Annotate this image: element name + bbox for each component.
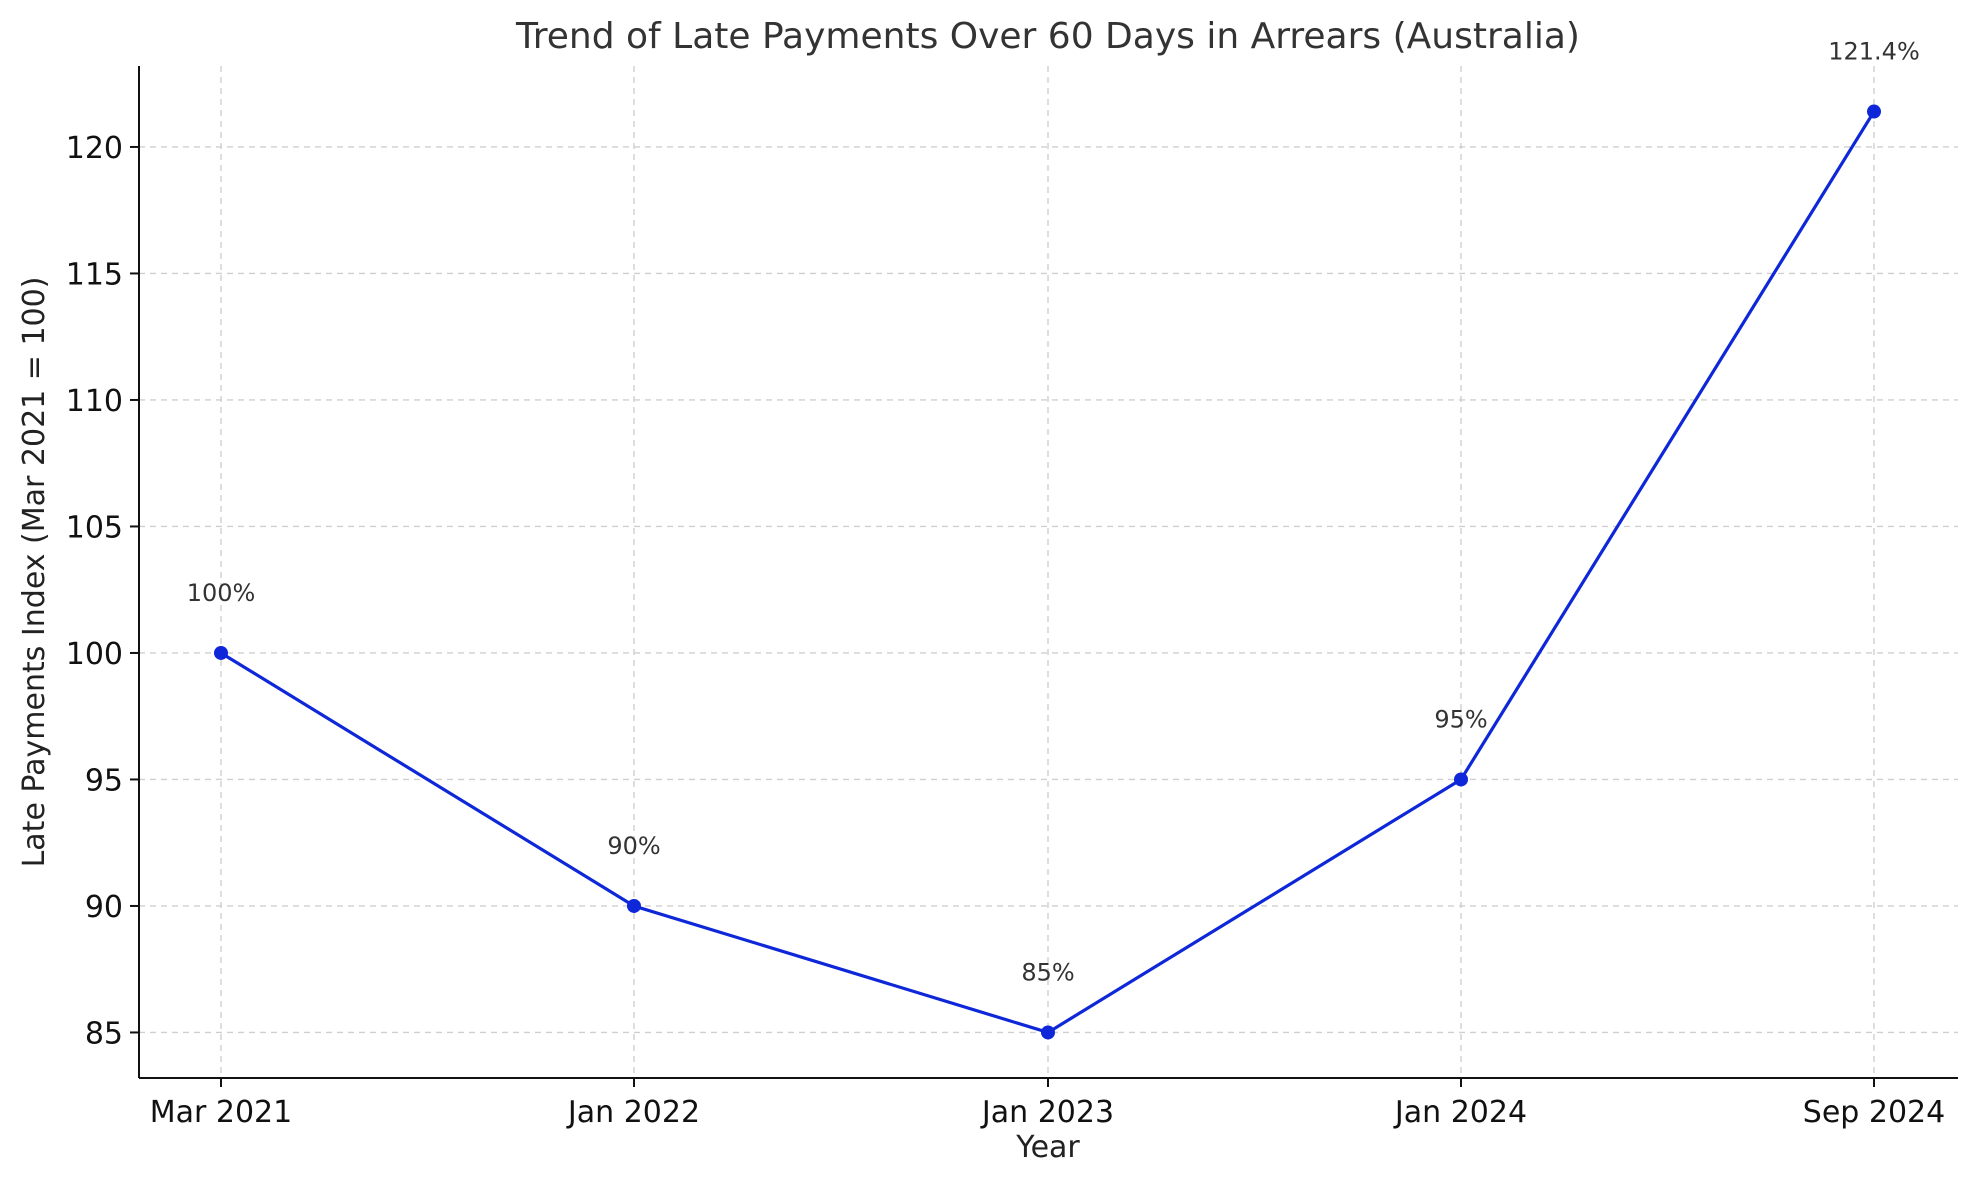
x-tick-label: Jan 2023 — [980, 1095, 1114, 1130]
y-tick-label: 85 — [85, 1016, 123, 1051]
data-label: 95% — [1434, 705, 1487, 733]
y-tick-label: 120 — [66, 131, 123, 166]
x-axis-title: Year — [1015, 1130, 1080, 1165]
data-point — [627, 898, 641, 913]
data-labels-layer: 100% 90% 85% 95% 121.4% — [187, 38, 1920, 987]
x-tick-label: Jan 2024 — [1393, 1095, 1527, 1130]
y-tick-label: 100 — [66, 637, 123, 672]
data-point — [1867, 104, 1881, 119]
data-point — [214, 645, 228, 660]
series-layer — [214, 104, 1881, 1040]
data-point — [1041, 1025, 1055, 1040]
grid-layer — [139, 66, 1958, 1078]
x-tick-label: Mar 2021 — [150, 1095, 293, 1130]
chart-title: Trend of Late Payments Over 60 Days in A… — [515, 16, 1580, 57]
y-tick-label: 90 — [85, 890, 123, 925]
y-tick-label: 105 — [66, 510, 123, 545]
x-tick-label: Sep 2024 — [1803, 1095, 1945, 1130]
data-label: 85% — [1021, 958, 1074, 986]
y-tick-label: 115 — [66, 257, 123, 292]
data-label: 90% — [607, 832, 660, 860]
data-point — [1454, 772, 1468, 787]
x-tick-label: Jan 2022 — [566, 1095, 700, 1130]
data-label: 121.4% — [1828, 38, 1920, 66]
y-tick-label: 110 — [66, 384, 123, 419]
ticks-layer: 85 90 95 100 105 110 115 120 Mar 2021 Jan 2022 Jan… — [66, 131, 1945, 1130]
data-label: 100% — [187, 579, 256, 607]
y-axis-title: Late Payments Index (Mar 2021 = 100) — [17, 277, 52, 868]
y-tick-label: 95 — [85, 763, 123, 798]
